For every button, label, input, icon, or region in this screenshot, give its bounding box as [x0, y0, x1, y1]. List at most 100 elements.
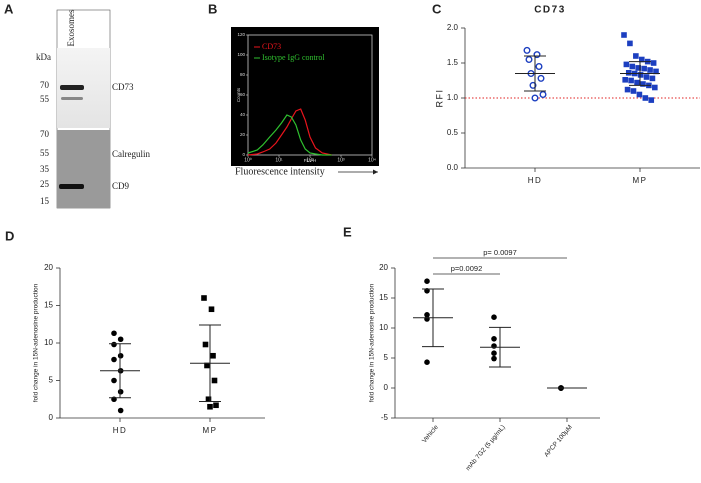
band [59, 184, 84, 189]
y-tick-label: 0.5 [447, 128, 459, 137]
point [207, 403, 213, 410]
point [537, 74, 545, 82]
marker: 55 [40, 94, 50, 104]
point [424, 312, 430, 318]
point [211, 377, 218, 384]
point [636, 91, 643, 98]
point [625, 70, 632, 76]
marker: 70 [40, 80, 50, 90]
point [424, 278, 430, 285]
band-label: CD9 [112, 181, 130, 191]
marker: 55 [40, 148, 50, 158]
y-tick-label: 10 [379, 323, 388, 332]
y-tick-label: 0 [384, 383, 389, 392]
x-tick-label: 10³ [337, 157, 345, 163]
point [525, 56, 533, 64]
x-tick-label: HD [113, 426, 128, 435]
band-label: Calregulin [112, 149, 150, 159]
y-axis-label: RFI [434, 89, 444, 108]
point [424, 359, 430, 366]
point [117, 352, 124, 359]
point [117, 388, 124, 395]
point [213, 402, 219, 409]
point [111, 330, 117, 337]
point [629, 63, 636, 70]
point [210, 352, 216, 359]
y-tick-label: 0 [242, 152, 245, 157]
y-tick-label: 120 [237, 32, 245, 37]
panel-label: D [5, 228, 14, 243]
x-tick-label: Vehicle [421, 424, 440, 445]
point [491, 336, 497, 342]
series-line [247, 114, 332, 156]
point [633, 53, 639, 59]
y-tick-label: 0.0 [447, 163, 459, 172]
y-axis-label: fold change in 15N-adenosine production [369, 283, 376, 402]
y-tick-label: 20 [379, 263, 388, 272]
band [61, 97, 83, 100]
point [630, 88, 637, 94]
y-tick-label: 100 [237, 52, 245, 57]
y-axis-label: fold change in 15N-adenosine production [33, 283, 40, 402]
x-tick-label: mAb 7G2 (5 µg/mL) [465, 424, 507, 472]
point [634, 79, 640, 86]
y-tick-label: -5 [381, 413, 389, 422]
point [622, 77, 628, 83]
point [635, 65, 642, 71]
annotation: p=0.0092 [451, 264, 483, 273]
point [204, 362, 210, 369]
lane-label: Exosomes [66, 9, 76, 46]
panel-label: C [432, 1, 442, 16]
y-tick-label: 60 [240, 92, 246, 97]
x-tick-label: MP [203, 426, 218, 435]
point [208, 306, 215, 313]
point [623, 61, 630, 68]
point [624, 86, 631, 93]
point [652, 84, 658, 91]
marker: 25 [40, 179, 50, 189]
marker: 70 [40, 129, 50, 139]
point [205, 396, 212, 403]
point [621, 32, 627, 38]
point [529, 81, 537, 89]
point [653, 68, 659, 75]
point [111, 341, 117, 348]
x-tick-label: 10¹ [275, 157, 283, 163]
point [637, 72, 644, 78]
point [491, 355, 497, 362]
x-axis-name: FL1-H [304, 158, 317, 163]
point [491, 350, 497, 357]
y-tick-label: 80 [240, 72, 246, 77]
x-tick-label: HD [528, 176, 543, 185]
point [424, 316, 430, 322]
chart-title: CD73 [534, 5, 566, 16]
point [202, 341, 209, 348]
x-axis-label: Fluorescence intensity [235, 166, 325, 177]
blot-bottom [57, 130, 110, 208]
y-tick-label: 1.5 [447, 58, 459, 67]
point [643, 74, 650, 80]
x-tick-label: MP [633, 176, 648, 185]
panel-a: A Exosomes kDa 70 55 CD73 70 55 35 25 15… [4, 1, 150, 209]
marker: 15 [40, 196, 50, 206]
arrow-head [373, 169, 378, 175]
y-tick-label: 5 [384, 353, 389, 362]
point [111, 356, 117, 363]
point [649, 75, 656, 82]
y-tick-label: 20 [44, 263, 53, 272]
point [491, 314, 497, 321]
point [523, 46, 531, 54]
point [638, 56, 645, 63]
point [642, 95, 649, 101]
series-line [247, 108, 332, 156]
y-tick-label: 0 [49, 413, 54, 422]
panel-label: A [4, 1, 14, 16]
x-tick-label: 10⁴ [368, 157, 376, 163]
y-tick-label: 2.0 [447, 23, 459, 32]
point [535, 63, 543, 71]
legend-entry: Isotype IgG control [262, 53, 325, 62]
y-tick-label: 15 [379, 293, 388, 302]
point [640, 81, 646, 87]
point [117, 407, 124, 414]
